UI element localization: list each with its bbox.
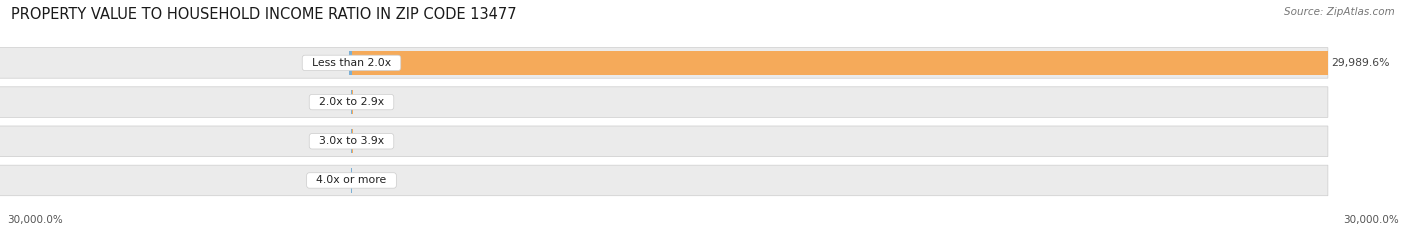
Text: Less than 2.0x: Less than 2.0x (305, 58, 398, 68)
Text: 5.5%: 5.5% (321, 136, 347, 146)
Text: PROPERTY VALUE TO HOUSEHOLD INCOME RATIO IN ZIP CODE 13477: PROPERTY VALUE TO HOUSEHOLD INCOME RATIO… (11, 7, 517, 22)
Text: 33.3%: 33.3% (357, 136, 391, 146)
Text: 2.0x to 2.9x: 2.0x to 2.9x (312, 97, 391, 107)
Bar (352, 90, 353, 114)
Text: 56.6%: 56.6% (357, 97, 392, 107)
Bar (349, 51, 352, 75)
FancyBboxPatch shape (0, 126, 1327, 157)
Bar (352, 51, 1327, 75)
Text: Source: ZipAtlas.com: Source: ZipAtlas.com (1284, 7, 1395, 17)
Text: 1.4%: 1.4% (356, 176, 382, 186)
FancyBboxPatch shape (0, 165, 1327, 196)
FancyBboxPatch shape (0, 48, 1327, 78)
Text: 79.7%: 79.7% (311, 58, 344, 68)
Text: 1.6%: 1.6% (321, 97, 347, 107)
Text: 30,000.0%: 30,000.0% (7, 215, 63, 225)
Text: 13.3%: 13.3% (312, 176, 347, 186)
Text: 4.0x or more: 4.0x or more (309, 176, 394, 186)
Text: 29,989.6%: 29,989.6% (1331, 58, 1391, 68)
FancyBboxPatch shape (0, 87, 1327, 117)
Text: 30,000.0%: 30,000.0% (1343, 215, 1399, 225)
Text: 3.0x to 3.9x: 3.0x to 3.9x (312, 136, 391, 146)
